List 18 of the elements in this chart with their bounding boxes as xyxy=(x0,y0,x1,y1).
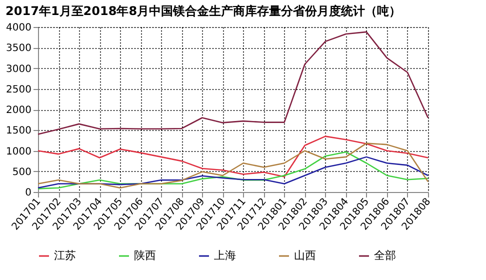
y-tick-label: 2000 xyxy=(6,105,32,116)
y-tick-label: 500 xyxy=(12,166,32,178)
legend-label: 陕西 xyxy=(134,249,156,262)
y-tick-label: 1500 xyxy=(6,126,32,137)
y-tick-label: 3500 xyxy=(6,43,32,54)
chart-title: 2017年1月至2018年8月中国镁合金生产商库存量分省份月度统计（吨） xyxy=(6,4,402,18)
y-tick-label: 3000 xyxy=(6,64,32,75)
line-series xyxy=(37,136,429,178)
y-tick-label: 4000 xyxy=(6,22,32,34)
y-tick-label: 1000 xyxy=(6,146,32,158)
y-tick-label: 0 xyxy=(25,188,32,198)
y-tick-label: 2500 xyxy=(6,84,32,96)
line-series xyxy=(37,31,429,135)
legend-label: 全部 xyxy=(374,249,396,262)
legend-label: 江苏 xyxy=(54,249,76,262)
line-series xyxy=(37,142,429,189)
legend-label: 山西 xyxy=(294,249,316,262)
legend-label: 上海 xyxy=(214,249,236,262)
